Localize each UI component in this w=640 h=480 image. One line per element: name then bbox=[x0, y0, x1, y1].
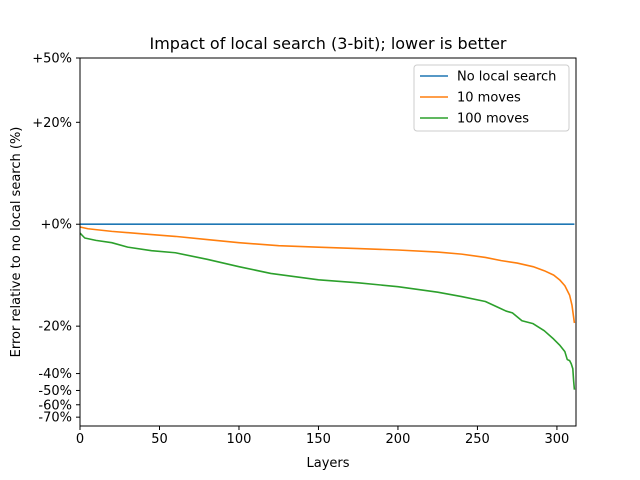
x-tick-label: 150 bbox=[306, 432, 331, 447]
y-tick-label: +0% bbox=[40, 218, 72, 233]
y-tick-label: +50% bbox=[32, 52, 72, 67]
y-axis-label: Error relative to no local search (%) bbox=[9, 127, 24, 358]
plot-area bbox=[79, 57, 577, 427]
x-tick-label: 200 bbox=[386, 432, 411, 447]
x-tick-label: 0 bbox=[76, 432, 84, 447]
legend: No local search 10 moves 100 moves bbox=[413, 64, 570, 132]
x-axis-label: Layers bbox=[306, 456, 349, 471]
legend-box bbox=[413, 64, 570, 132]
x-tick-label: 300 bbox=[545, 432, 570, 447]
y-tick-label: +20% bbox=[32, 116, 72, 131]
legend-label-0: No local search bbox=[457, 70, 556, 85]
y-tick-label: -60% bbox=[38, 398, 72, 413]
chart-title: Impact of local search (3-bit); lower is… bbox=[150, 34, 507, 53]
series-line-1 bbox=[79, 226, 576, 324]
legend-label-2: 100 moves bbox=[457, 112, 529, 127]
legend-label-1: 10 moves bbox=[457, 91, 521, 106]
plot-frame bbox=[79, 57, 577, 427]
y-tick-label: -50% bbox=[38, 384, 72, 399]
x-axis-ticks: 0 50 100 150 200 250 300 bbox=[76, 426, 569, 447]
y-tick-label: -70% bbox=[38, 411, 72, 426]
x-tick-label: 100 bbox=[227, 432, 252, 447]
series-line-2 bbox=[79, 232, 576, 390]
y-axis-ticks: +50% +20% +0% -20% -40% -50%-60%-70% bbox=[32, 52, 80, 426]
y-tick-label: -40% bbox=[38, 367, 72, 382]
x-tick-label: 250 bbox=[465, 432, 490, 447]
x-tick-label: 50 bbox=[151, 432, 168, 447]
y-tick-label: -20% bbox=[38, 320, 72, 335]
